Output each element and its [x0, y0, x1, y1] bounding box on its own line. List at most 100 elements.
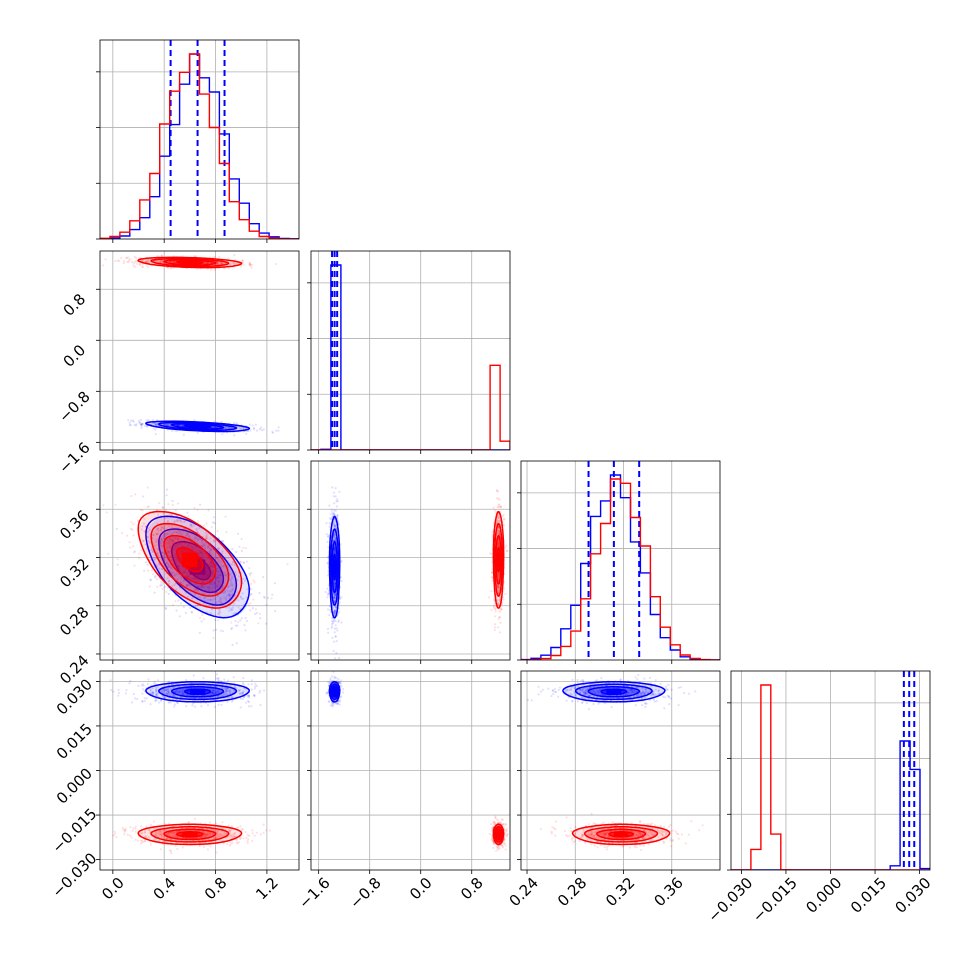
- scatter-point: [207, 589, 210, 592]
- scatter-point: [240, 265, 243, 268]
- scatter-point: [216, 556, 219, 559]
- scatter-point: [502, 598, 505, 601]
- scatter-point: [220, 262, 223, 265]
- scatter-point: [241, 682, 245, 685]
- scatter-point: [218, 609, 221, 612]
- scatter-point: [135, 423, 138, 426]
- scatter-point: [326, 556, 329, 559]
- scatter-point: [242, 427, 245, 430]
- scatter-point: [227, 566, 230, 569]
- scatter-point: [165, 494, 168, 497]
- scatter-point: [166, 520, 169, 523]
- scatter-point: [184, 611, 187, 615]
- scatter-point: [203, 262, 206, 265]
- scatter-point: [171, 572, 174, 575]
- scatter-point: [196, 508, 199, 511]
- scatter-point: [174, 509, 177, 512]
- scatter-point: [129, 546, 132, 549]
- scatter-point: [211, 574, 214, 577]
- scatter-point: [212, 521, 215, 524]
- scatter-point: [199, 596, 202, 599]
- scatter-point: [213, 582, 216, 585]
- scatter-point: [210, 548, 213, 552]
- scatter-point: [336, 500, 339, 503]
- scatter-point: [218, 255, 221, 258]
- scatter-point: [240, 537, 243, 541]
- scatter-point: [161, 260, 164, 263]
- scatter-point: [216, 262, 219, 265]
- scatter-point: [233, 434, 236, 437]
- scatter-point: [208, 587, 211, 590]
- scatter-point: [159, 259, 163, 262]
- scatter-point: [151, 423, 154, 426]
- scatter-point: [200, 544, 204, 547]
- scatter-point: [134, 493, 137, 496]
- scatter-point: [117, 259, 121, 262]
- scatter-point: [198, 553, 201, 556]
- scatter-point: [140, 423, 143, 426]
- scatter-point: [204, 544, 207, 547]
- scatter-point: [142, 540, 145, 543]
- scatter-point: [327, 591, 330, 595]
- scatter-point: [160, 539, 163, 542]
- scatter-point: [216, 261, 220, 264]
- scatter-point: [225, 594, 228, 598]
- scatter-point: [499, 621, 502, 625]
- scatter-point: [139, 423, 142, 426]
- scatter-point: [200, 705, 203, 708]
- scatter-point: [202, 581, 205, 584]
- scatter-point: [174, 261, 177, 264]
- scatter-point: [214, 618, 217, 622]
- scatter-point: [143, 517, 146, 521]
- scatter-point: [200, 620, 203, 623]
- scatter-point: [153, 591, 156, 594]
- scatter-point: [207, 261, 210, 265]
- scatter-point: [212, 539, 215, 543]
- scatter-point: [140, 426, 143, 430]
- scatter-point: [336, 514, 339, 518]
- scatter-point: [152, 533, 155, 537]
- scatter-point: [329, 518, 333, 521]
- scatter-point: [245, 560, 248, 563]
- scatter-point: [242, 426, 245, 429]
- scatter-point: [217, 583, 220, 586]
- scatter-point: [209, 548, 212, 552]
- scatter-point: [248, 263, 251, 266]
- scatter-point: [132, 523, 135, 526]
- scatter-point: [206, 586, 209, 589]
- scatter-point: [219, 574, 222, 577]
- scatter-point: [173, 705, 176, 708]
- scatter-point: [141, 259, 144, 262]
- scatter-point: [494, 610, 497, 613]
- scatter-point: [219, 629, 222, 632]
- scatter-point: [160, 699, 163, 703]
- scatter-point: [334, 624, 337, 627]
- scatter-point: [177, 537, 180, 540]
- scatter-point: [209, 562, 212, 565]
- scatter-point: [174, 429, 177, 432]
- scatter-point: [193, 537, 196, 540]
- scatter-point: [146, 486, 149, 489]
- scatter-point: [205, 262, 208, 265]
- scatter-point: [230, 563, 233, 566]
- scatter-point: [132, 545, 135, 548]
- scatter-point: [122, 261, 125, 265]
- scatter-point: [143, 697, 146, 700]
- scatter-point: [329, 513, 333, 516]
- scatter-point: [167, 266, 170, 269]
- scatter-point: [495, 490, 499, 493]
- scatter-point: [327, 631, 330, 634]
- scatter-point: [198, 585, 201, 588]
- scatter-point: [259, 617, 262, 620]
- scatter-point: [227, 427, 230, 430]
- scatter-point: [262, 428, 265, 431]
- scatter-point: [250, 705, 253, 708]
- scatter-point: [160, 538, 163, 541]
- scatter-point: [164, 542, 167, 545]
- scatter-point: [177, 565, 180, 568]
- scatter-point: [176, 502, 180, 505]
- scatter-point: [143, 424, 147, 427]
- scatter-point: [194, 549, 197, 553]
- scatter-point: [191, 577, 194, 580]
- scatter-point: [172, 260, 175, 264]
